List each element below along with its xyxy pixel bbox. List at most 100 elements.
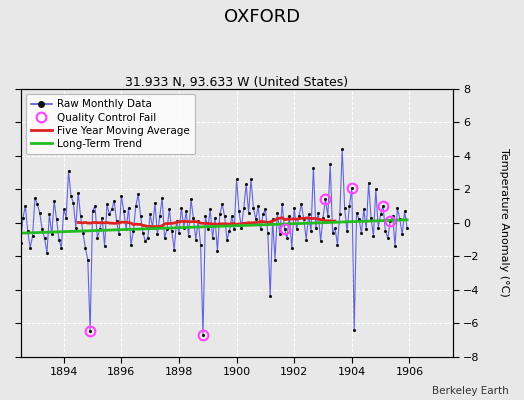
Point: [336, 211, 344, 218]
Point: [7, 225, 15, 231]
Point: [180, 225, 188, 231]
Point: [362, 226, 370, 233]
Point: [2, 200, 10, 206]
Point: [364, 180, 373, 186]
Point: [91, 203, 99, 209]
Text: Berkeley Earth: Berkeley Earth: [432, 386, 508, 396]
Y-axis label: Temperature Anomaly (°C): Temperature Anomaly (°C): [499, 148, 509, 297]
Point: [156, 213, 164, 219]
Point: [69, 200, 78, 206]
Point: [117, 193, 126, 199]
Point: [115, 231, 123, 238]
Point: [177, 204, 185, 211]
Point: [60, 206, 68, 213]
Point: [129, 228, 138, 234]
Point: [268, 216, 277, 223]
Point: [201, 213, 210, 219]
Point: [38, 226, 46, 233]
Point: [314, 210, 322, 216]
Point: [165, 206, 173, 213]
Point: [9, 194, 17, 201]
Point: [57, 245, 66, 251]
Point: [127, 241, 135, 248]
Point: [79, 230, 87, 236]
Point: [21, 203, 29, 209]
Point: [326, 161, 334, 168]
Point: [338, 146, 346, 152]
Point: [278, 201, 287, 208]
Text: OXFORD: OXFORD: [224, 8, 300, 26]
Point: [187, 196, 195, 202]
Point: [194, 218, 202, 224]
Title: 31.933 N, 93.633 W (United States): 31.933 N, 93.633 W (United States): [125, 76, 348, 89]
Point: [206, 206, 214, 213]
Point: [309, 164, 318, 171]
Point: [324, 213, 332, 219]
Point: [295, 213, 303, 219]
Point: [369, 233, 378, 239]
Point: [288, 245, 296, 251]
Point: [400, 208, 409, 214]
Point: [221, 213, 229, 219]
Point: [300, 216, 308, 223]
Point: [160, 235, 169, 241]
Point: [170, 246, 178, 253]
Point: [24, 228, 32, 234]
Point: [233, 176, 241, 182]
Point: [81, 245, 90, 251]
Point: [393, 204, 401, 211]
Point: [273, 210, 281, 216]
Point: [124, 204, 133, 211]
Point: [312, 225, 320, 231]
Point: [227, 213, 236, 219]
Point: [151, 200, 159, 206]
Point: [144, 235, 152, 241]
Point: [381, 228, 390, 234]
Point: [139, 230, 147, 236]
Point: [182, 208, 190, 214]
Point: [319, 214, 327, 221]
Point: [292, 226, 301, 233]
Point: [112, 218, 121, 224]
Point: [107, 206, 116, 213]
Point: [19, 214, 27, 221]
Point: [249, 204, 258, 211]
Point: [86, 328, 94, 335]
Point: [215, 211, 224, 218]
Point: [52, 216, 61, 223]
Point: [376, 211, 385, 218]
Point: [379, 203, 387, 209]
Point: [77, 213, 85, 219]
Point: [141, 238, 149, 244]
Point: [384, 235, 392, 241]
Point: [247, 176, 255, 182]
Point: [256, 226, 265, 233]
Point: [244, 210, 253, 216]
Point: [350, 327, 358, 333]
Point: [331, 225, 339, 231]
Point: [386, 218, 395, 224]
Point: [119, 208, 128, 214]
Point: [168, 228, 176, 234]
Point: [45, 211, 53, 218]
Point: [345, 203, 354, 209]
Point: [12, 206, 20, 213]
Point: [105, 211, 114, 218]
Point: [357, 230, 366, 236]
Point: [316, 238, 325, 244]
Point: [239, 204, 248, 211]
Point: [4, 213, 13, 219]
Point: [353, 210, 361, 216]
Point: [333, 241, 342, 248]
Point: [230, 226, 238, 233]
Point: [122, 226, 130, 233]
Point: [110, 198, 118, 204]
Point: [343, 228, 351, 234]
Point: [64, 168, 73, 174]
Point: [271, 256, 279, 263]
Point: [261, 206, 269, 213]
Point: [67, 193, 75, 199]
Point: [189, 214, 198, 221]
Point: [134, 191, 143, 198]
Point: [218, 201, 226, 208]
